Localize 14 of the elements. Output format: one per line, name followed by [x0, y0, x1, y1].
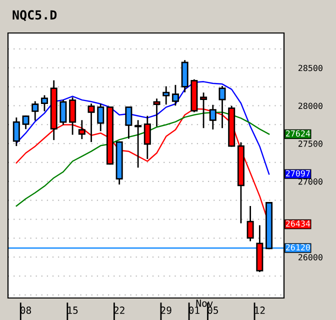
x-tick-label: 12 — [254, 306, 265, 314]
annotation: 26434 — [286, 220, 310, 227]
y-tick-label: 26000 — [298, 254, 322, 260]
x-tick-label: 29 — [160, 306, 172, 314]
x-tick-label: 15 — [68, 306, 78, 314]
annotation: 27097 — [286, 170, 310, 176]
ref-line-label: 26120 — [286, 244, 310, 250]
text: Nov — [196, 300, 213, 307]
y-tick-label: 28500 — [298, 64, 322, 72]
annotation: 27624 — [286, 130, 310, 137]
y-tick-label: 28000 — [298, 102, 322, 109]
chart-title: NQC5.D — [12, 10, 57, 22]
y-tick-label: 27500 — [298, 140, 322, 147]
y-tick-label: 27000 — [298, 178, 322, 185]
